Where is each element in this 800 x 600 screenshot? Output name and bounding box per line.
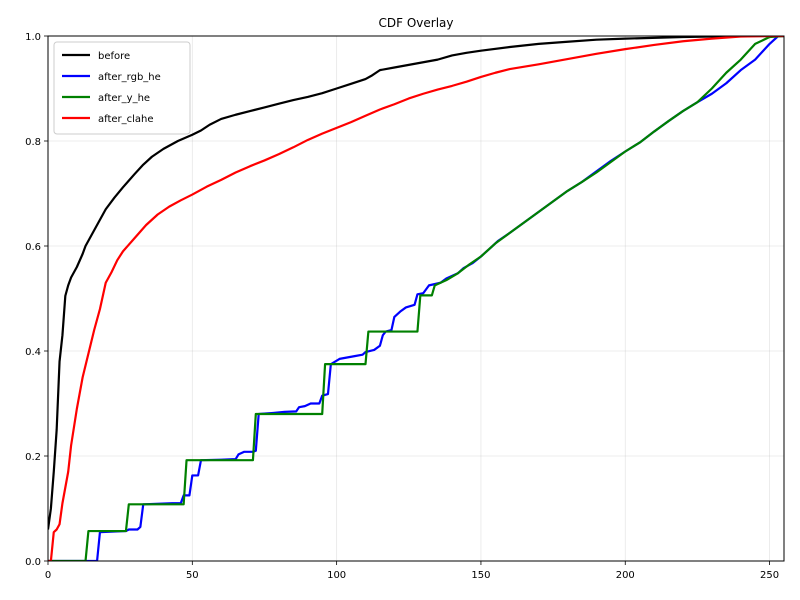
legend-label: after_clahe	[98, 114, 154, 125]
x-tick-label: 250	[760, 570, 779, 581]
x-tick-label: 50	[186, 570, 199, 581]
legend-label: after_y_he	[98, 93, 150, 104]
x-tick-label: 150	[471, 570, 490, 581]
x-tick-label: 0	[45, 570, 51, 581]
legend-label: before	[98, 51, 130, 62]
legend: before after_rgb_he after_y_he after_clahe	[53, 41, 191, 135]
x-tick-label: 200	[616, 570, 635, 581]
series-line-after-y-he	[48, 36, 784, 561]
y-tick-label: 0.2	[25, 452, 41, 463]
series-lines	[48, 36, 784, 561]
y-tick-label: 0.0	[25, 557, 41, 568]
x-tick-label: 100	[327, 570, 346, 581]
grid	[47, 35, 784, 562]
series-line-before	[48, 36, 784, 530]
y-tick-label: 1.0	[25, 32, 41, 43]
series-line-after-clahe	[48, 36, 784, 561]
axis-ticks: 0 50 100 150 200 250 0.0 0.2 0.4 0.6 0.8 1.0	[25, 32, 779, 581]
y-tick-label: 0.6	[25, 242, 41, 253]
y-tick-label: 0.4	[25, 347, 41, 358]
y-tick-label: 0.8	[25, 137, 41, 148]
plot-frame	[47, 35, 785, 562]
legend-label: after_rgb_he	[98, 72, 161, 83]
legend-box	[53, 41, 191, 135]
chart-title: CDF Overlay	[379, 16, 454, 30]
